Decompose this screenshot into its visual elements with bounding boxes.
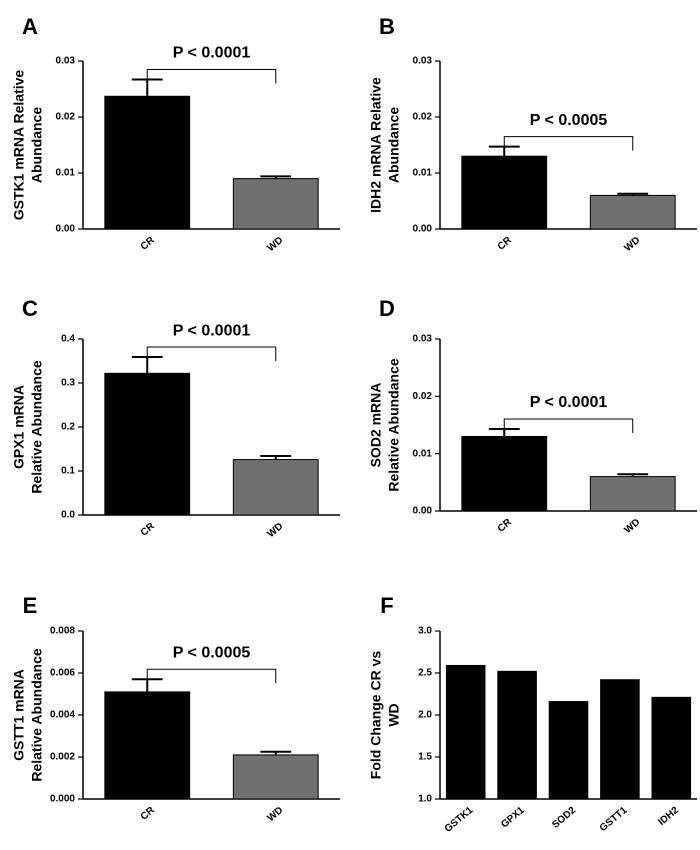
bar [232, 754, 319, 800]
error-bar [260, 750, 292, 755]
y-tick-label: 0.02 [413, 391, 433, 402]
y-tick-label: 0.01 [413, 448, 433, 459]
y-axis-label: GPX1 mRNA [11, 385, 27, 469]
x-tick-label: CR [496, 516, 515, 534]
significance-bracket [146, 346, 277, 362]
panel-letter: F [380, 593, 393, 618]
x-tick-label: GSTT1 [598, 805, 630, 834]
y-axis-label: Fold Change CR vs [368, 651, 384, 780]
y-tick-label: 0.002 [50, 752, 75, 763]
y-axis-label: Relative Abundance [386, 358, 402, 492]
y-tick-label: 0.00 [413, 224, 433, 235]
y-tick-label: 0.00 [413, 506, 433, 517]
y-axis-label: SOD2 mRNA [368, 383, 384, 468]
y-tick-label: 0.004 [50, 710, 75, 721]
y-axis-label: GSTK1 mRNA Relative [11, 70, 27, 221]
y-tick-label: 0.03 [413, 334, 433, 345]
bar [600, 679, 640, 800]
bar [548, 701, 589, 800]
y-tick-label: 0.0 [61, 510, 75, 521]
y-tick-label: 0.000 [50, 794, 75, 805]
y-axis-label: Relative Abundance [29, 360, 45, 494]
x-tick-label: SOD2 [550, 805, 578, 831]
panel-letter: E [23, 593, 38, 618]
bar [589, 194, 676, 230]
bar [497, 670, 537, 800]
panel-letter: D [379, 296, 395, 321]
p-value-annotation: P < 0.0005 [173, 645, 251, 662]
panel-letter: B [379, 14, 395, 39]
x-tick-label: GPX1 [499, 805, 527, 831]
panel-letter: C [22, 296, 38, 321]
bar [104, 691, 191, 800]
y-axis-label: Abundance [29, 107, 45, 183]
y-tick-label: 2.0 [418, 710, 432, 721]
error-bar [617, 192, 649, 196]
p-value-annotation: P < 0.0001 [173, 45, 251, 62]
x-tick-label: WD [266, 805, 286, 824]
p-value-annotation: P < 0.0001 [173, 322, 251, 339]
significance-bracket [146, 668, 277, 684]
x-tick-label: CR [139, 234, 158, 252]
x-tick-label: WD [266, 235, 286, 254]
bar [651, 696, 692, 800]
p-value-annotation: P < 0.0005 [530, 112, 608, 129]
x-tick-label: GSTK1 [443, 805, 476, 835]
panel-letter: A [22, 14, 38, 39]
error-bar [260, 175, 292, 179]
x-tick-label: CR [139, 804, 158, 822]
y-tick-label: 2.5 [418, 668, 432, 679]
y-tick-label: 0.1 [61, 466, 75, 477]
y-tick-label: 0.2 [61, 422, 75, 433]
error-bar [617, 473, 649, 477]
bar [589, 476, 676, 512]
y-tick-label: 0.4 [61, 334, 75, 345]
y-axis-label: Relative Abundance [29, 648, 45, 782]
y-tick-label: 0.01 [413, 168, 433, 179]
y-tick-label: 0.02 [413, 112, 433, 123]
y-tick-label: 0.006 [50, 668, 75, 679]
y-tick-label: 1.0 [418, 794, 432, 805]
y-axis-label: IDH2 mRNA Relative [368, 77, 384, 213]
y-axis-label: GSTT1 mRNA [11, 669, 27, 761]
y-tick-label: 0.3 [61, 378, 75, 389]
bar [445, 664, 486, 800]
significance-bracket [503, 136, 634, 151]
y-tick-label: 1.5 [418, 752, 432, 763]
x-tick-label: WD [623, 517, 643, 536]
bar [104, 372, 191, 516]
y-tick-label: 0.03 [413, 56, 433, 67]
y-tick-label: 0.008 [50, 626, 75, 637]
x-tick-label: IDH2 [656, 805, 681, 828]
bar [232, 459, 319, 516]
y-tick-label: 0.00 [56, 224, 76, 235]
bar [461, 435, 548, 512]
significance-bracket [503, 418, 634, 434]
y-tick-label: 3.0 [418, 626, 432, 637]
x-tick-label: CR [139, 520, 158, 538]
bar [104, 95, 191, 230]
y-axis-label: Abundance [386, 107, 402, 183]
y-axis-label: WD [386, 703, 402, 726]
x-tick-label: WD [623, 235, 643, 254]
y-tick-label: 0.03 [56, 56, 76, 67]
x-tick-label: WD [266, 521, 286, 540]
bar [232, 178, 319, 230]
y-tick-label: 0.02 [56, 112, 76, 123]
significance-bracket [146, 68, 277, 84]
error-bar [260, 455, 292, 460]
y-tick-label: 0.01 [56, 168, 76, 179]
x-tick-label: CR [496, 234, 515, 252]
bar [461, 155, 548, 230]
p-value-annotation: P < 0.0001 [530, 394, 608, 411]
